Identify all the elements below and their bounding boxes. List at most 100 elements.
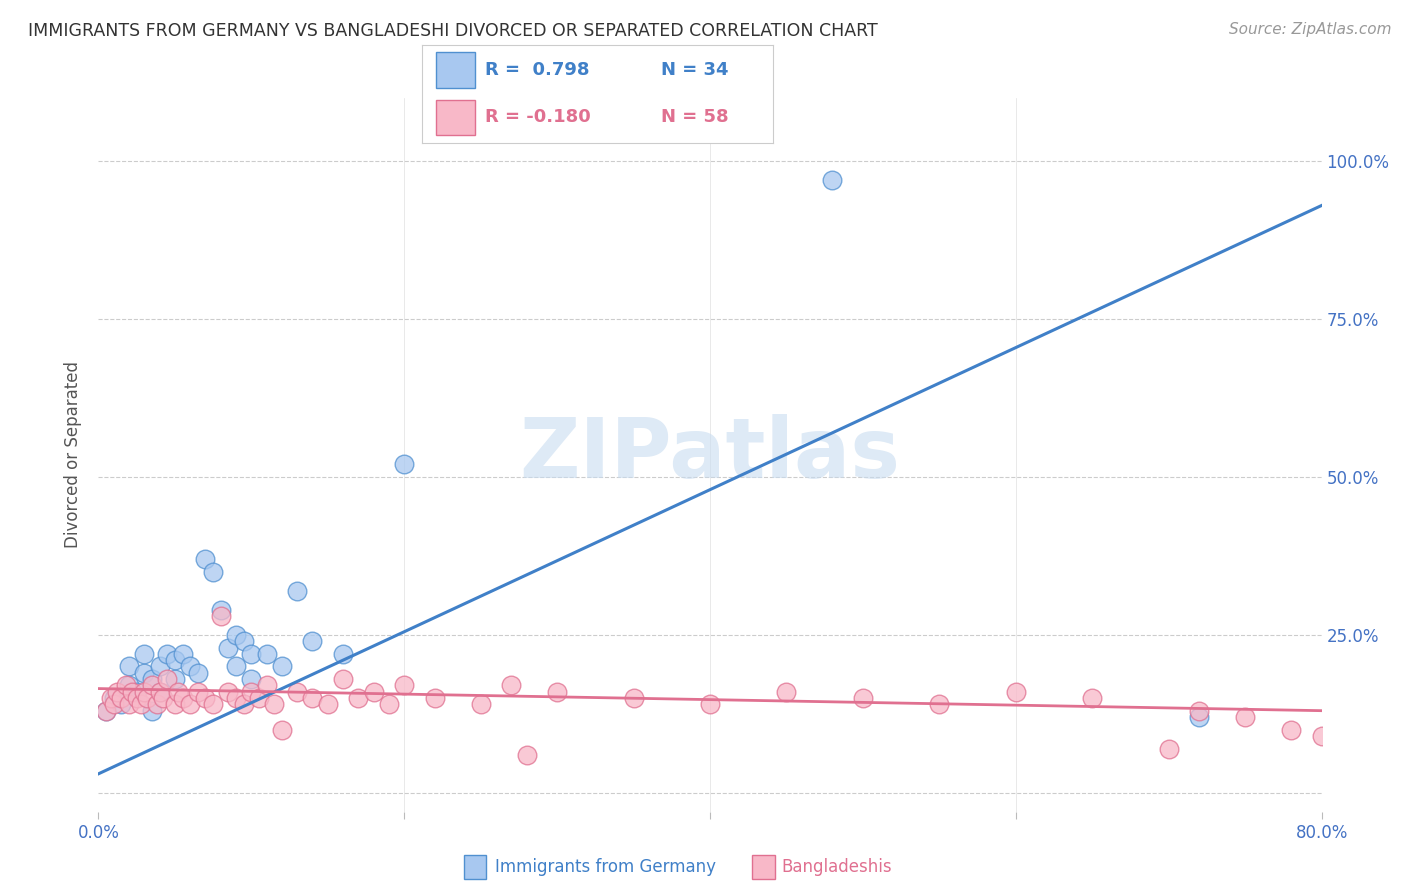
Point: [149, 684, 172, 698]
Text: N = 34: N = 34: [661, 62, 728, 79]
Point: [285, 583, 308, 598]
Point: [187, 665, 209, 680]
Point: [172, 647, 194, 661]
Point: [167, 684, 190, 698]
Point: [118, 698, 141, 712]
Point: [285, 684, 308, 698]
Point: [134, 665, 156, 680]
Point: [217, 684, 239, 698]
Point: [392, 678, 416, 692]
Point: [256, 678, 278, 692]
Point: [240, 647, 263, 661]
Point: [240, 672, 263, 686]
Point: [1004, 684, 1026, 698]
Point: [363, 684, 385, 698]
Point: [202, 565, 225, 579]
Point: [156, 647, 179, 661]
Point: [187, 684, 209, 698]
Text: R = -0.180: R = -0.180: [485, 108, 591, 126]
Point: [240, 684, 263, 698]
Point: [134, 647, 156, 661]
Point: [94, 704, 117, 718]
Text: Immigrants from Germany: Immigrants from Germany: [495, 858, 716, 876]
Point: [194, 552, 217, 566]
Point: [301, 691, 323, 706]
Text: ZIPatlas: ZIPatlas: [520, 415, 900, 495]
Point: [209, 602, 232, 616]
Point: [270, 659, 292, 673]
Point: [105, 684, 128, 698]
Point: [110, 691, 132, 706]
Point: [821, 173, 844, 187]
Point: [202, 698, 225, 712]
Point: [179, 659, 201, 673]
Point: [115, 678, 138, 692]
Point: [225, 659, 247, 673]
Y-axis label: Divorced or Separated: Divorced or Separated: [65, 361, 83, 549]
Point: [145, 698, 167, 712]
Point: [134, 684, 156, 698]
Point: [121, 684, 143, 698]
Point: [1188, 704, 1211, 718]
Point: [247, 691, 270, 706]
Point: [225, 628, 247, 642]
Point: [623, 691, 645, 706]
Text: R =  0.798: R = 0.798: [485, 62, 589, 79]
Point: [118, 678, 141, 692]
Point: [129, 698, 152, 712]
Point: [1157, 741, 1180, 756]
Point: [141, 678, 163, 692]
Point: [1279, 723, 1302, 737]
Point: [1081, 691, 1104, 706]
Point: [163, 672, 186, 686]
FancyBboxPatch shape: [436, 100, 475, 135]
FancyBboxPatch shape: [436, 53, 475, 87]
Point: [470, 698, 492, 712]
Point: [516, 747, 538, 762]
Point: [392, 458, 416, 472]
Point: [149, 684, 172, 698]
Point: [232, 634, 254, 648]
Point: [546, 684, 568, 698]
Point: [301, 634, 323, 648]
Point: [1188, 710, 1211, 724]
Point: [378, 698, 401, 712]
Point: [316, 698, 339, 712]
Point: [332, 647, 354, 661]
Point: [163, 653, 186, 667]
Point: [125, 684, 148, 698]
Point: [217, 640, 239, 655]
Point: [103, 691, 125, 706]
Point: [156, 672, 179, 686]
Point: [332, 672, 354, 686]
Point: [110, 698, 132, 712]
Point: [852, 691, 875, 706]
Point: [1310, 729, 1333, 743]
Point: [141, 704, 163, 718]
Point: [1234, 710, 1257, 724]
Point: [103, 698, 125, 712]
Point: [928, 698, 950, 712]
Text: Bangladeshis: Bangladeshis: [782, 858, 893, 876]
Point: [149, 659, 172, 673]
Text: Source: ZipAtlas.com: Source: ZipAtlas.com: [1229, 22, 1392, 37]
Text: IMMIGRANTS FROM GERMANY VS BANGLADESHI DIVORCED OR SEPARATED CORRELATION CHART: IMMIGRANTS FROM GERMANY VS BANGLADESHI D…: [28, 22, 877, 40]
Point: [501, 678, 523, 692]
Point: [270, 723, 292, 737]
Point: [100, 691, 122, 706]
Point: [232, 698, 254, 712]
Point: [194, 691, 217, 706]
Text: N = 58: N = 58: [661, 108, 728, 126]
Point: [125, 691, 148, 706]
Point: [94, 704, 117, 718]
Point: [209, 609, 232, 624]
Point: [263, 698, 285, 712]
Point: [256, 647, 278, 661]
Point: [347, 691, 370, 706]
Point: [699, 698, 721, 712]
Point: [225, 691, 247, 706]
Point: [423, 691, 446, 706]
Point: [136, 691, 159, 706]
Point: [179, 698, 201, 712]
Point: [172, 691, 194, 706]
